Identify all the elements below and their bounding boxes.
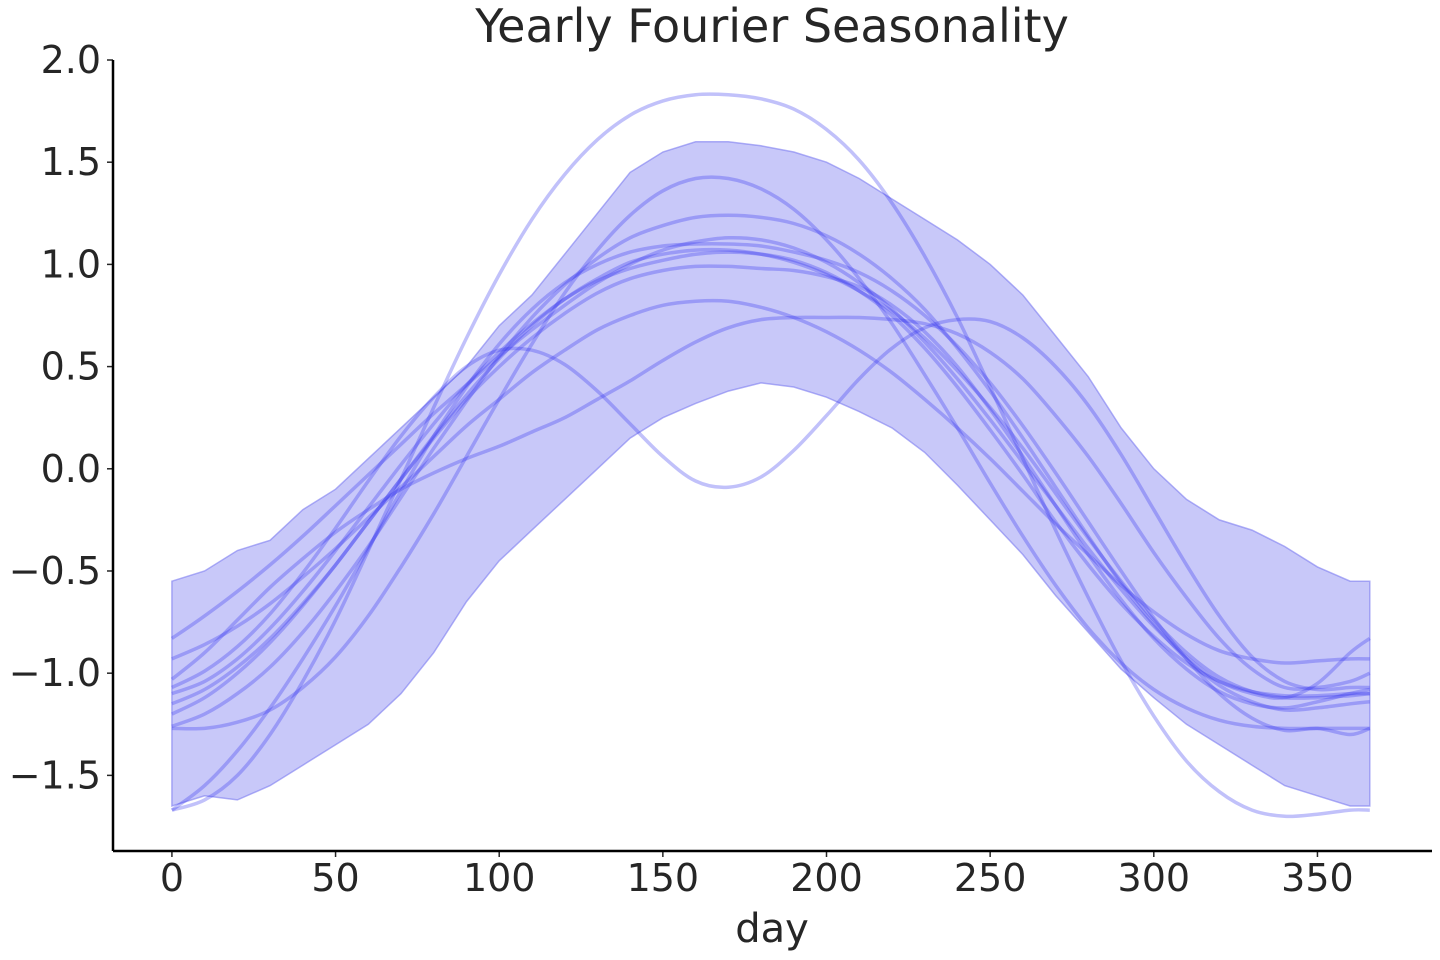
y-tick-label: 1.0 — [41, 242, 101, 286]
y-tick-label: −0.5 — [9, 549, 101, 593]
x-tick-label: 200 — [790, 856, 863, 900]
series-line-9 — [170, 315, 1371, 691]
confidence-band — [171, 141, 1371, 808]
x-tick-label: 250 — [954, 856, 1027, 900]
series-line-3 — [171, 250, 1370, 698]
series-line-11 — [171, 247, 1371, 706]
x-tick-label: 0 — [160, 856, 184, 900]
y-axis: −1.5 −1.0 −0.5 0.0 0.5 1.0 1.5 2.0 — [9, 38, 113, 797]
series-line-10 — [171, 213, 1370, 728]
y-tick-label: 0.0 — [41, 447, 101, 491]
series-line-1 — [171, 175, 1370, 731]
confidence-band-layer — [171, 141, 1371, 808]
y-tick-label: 1.5 — [41, 140, 101, 184]
x-axis: 0 50 100 150 200 250 300 350 — [160, 851, 1354, 900]
series-line-5 — [170, 235, 1371, 700]
series-line-7 — [171, 317, 1370, 692]
x-tick-label: 300 — [1118, 856, 1191, 900]
series-line-4 — [171, 298, 1370, 665]
y-tick-label: −1.5 — [9, 753, 101, 797]
x-axis-label: day — [735, 906, 809, 952]
y-tick-label: 2.0 — [41, 38, 101, 82]
series-line-8 — [171, 264, 1371, 716]
x-tick-label: 50 — [311, 856, 359, 900]
x-tick-label: 100 — [463, 856, 536, 900]
chart-title: Yearly Fourier Seasonality — [474, 0, 1069, 53]
x-tick-label: 350 — [1281, 856, 1354, 900]
series-line-2 — [171, 92, 1370, 819]
y-tick-label: −1.0 — [9, 651, 101, 695]
x-tick-label: 150 — [627, 856, 700, 900]
series-layer — [170, 92, 1371, 819]
y-tick-label: 0.5 — [41, 345, 101, 389]
series-line-6 — [170, 241, 1371, 812]
